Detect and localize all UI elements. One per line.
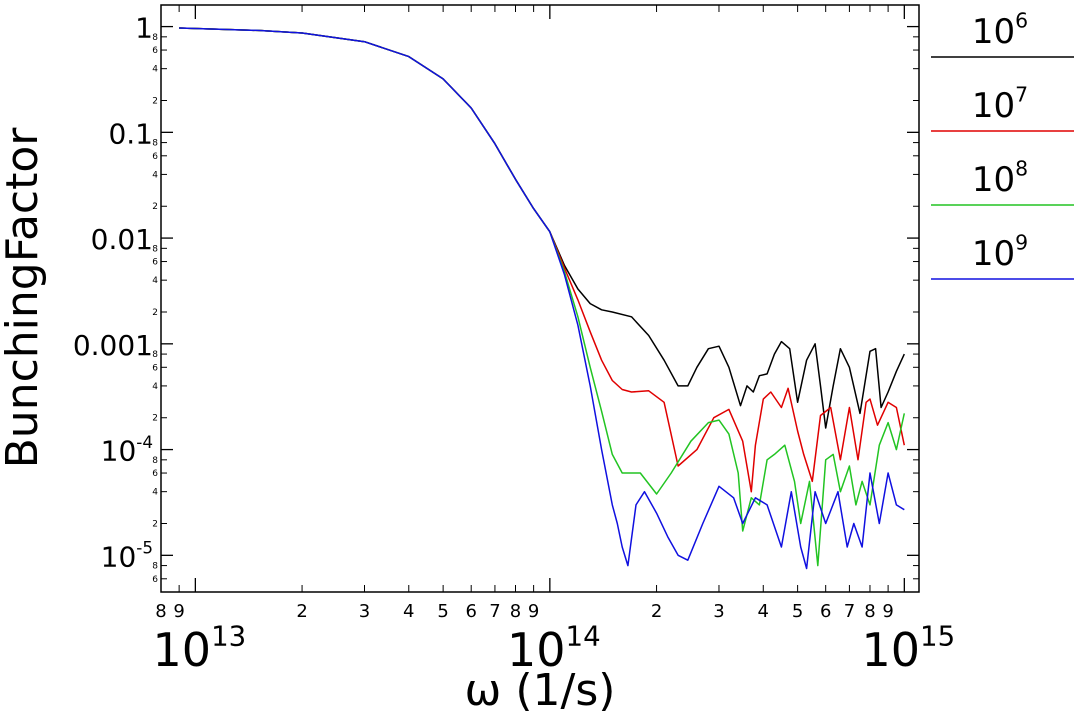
legend-label: 109 xyxy=(972,231,1028,274)
x-tick-label: 1014 xyxy=(507,619,601,677)
x-minor-tick-label: 9 xyxy=(528,601,539,622)
x-minor-tick-label: 8 xyxy=(864,601,875,622)
y-minor-tick-label: 6 xyxy=(152,46,158,56)
y-axis: 1 0.1 0.01 0.001 10-4 10-5 2 4 6 8 2 4 6 8 2 4 6 8 2 4 6 8 2 4 6… xyxy=(73,12,919,585)
series-line-10-9 xyxy=(179,27,905,570)
x-minor-tick-label: 4 xyxy=(758,601,769,622)
y-minor-tick-label: 8 xyxy=(152,350,158,360)
x-minor-tick-label: 3 xyxy=(713,601,724,622)
y-minor-tick-label: 2 xyxy=(152,414,158,424)
y-minor-tick-label: 2 xyxy=(152,97,158,107)
y-minor-tick-label: 4 xyxy=(152,488,158,498)
legend-label: 106 xyxy=(972,9,1028,52)
x-axis-label: ω (1/s) xyxy=(465,665,616,716)
x-minor-tick-label: 9 xyxy=(173,601,184,622)
legend-label: 107 xyxy=(972,83,1028,126)
series-line-10-8 xyxy=(179,27,906,567)
legend: 106 107 108 109 xyxy=(931,9,1074,280)
y-tick-label: 0.001 xyxy=(73,329,153,362)
y-axis-label: BunchingFactor xyxy=(0,127,48,469)
x-minor-tick-label: 3 xyxy=(359,601,370,622)
y-minor-tick-label: 2 xyxy=(152,519,158,529)
plot-frame xyxy=(160,4,920,593)
x-minor-tick-label: 2 xyxy=(296,601,307,622)
y-tick-label: 0.1 xyxy=(108,117,153,150)
x-minor-tick-label: 8 xyxy=(155,601,166,622)
series-line-10-6 xyxy=(179,27,905,429)
y-tick-label: 10-5 xyxy=(101,538,153,574)
series-line-10-7 xyxy=(179,27,906,493)
x-minor-tick-label: 5 xyxy=(792,601,803,622)
y-minor-tick-label: 6 xyxy=(152,575,158,585)
x-minor-tick-label: 6 xyxy=(820,601,831,622)
y-minor-tick-label: 6 xyxy=(152,258,158,268)
x-tick-label: 1013 xyxy=(153,619,247,677)
x-minor-tick-label: 8 xyxy=(510,601,521,622)
y-minor-tick-label: 8 xyxy=(152,139,158,149)
y-tick-label: 0.01 xyxy=(91,223,153,256)
y-minor-tick-label: 4 xyxy=(152,170,158,180)
y-minor-tick-label: 2 xyxy=(152,202,158,212)
x-minor-tick-label: 4 xyxy=(403,601,414,622)
y-minor-tick-label: 2 xyxy=(152,308,158,318)
y-minor-tick-label: 6 xyxy=(152,152,158,162)
legend-label: 108 xyxy=(972,157,1028,200)
y-minor-tick-label: 8 xyxy=(152,244,158,254)
x-minor-tick-label: 6 xyxy=(465,601,476,622)
series-layer xyxy=(179,27,906,570)
y-minor-tick-label: 6 xyxy=(152,469,158,479)
y-minor-tick-label: 6 xyxy=(152,363,158,373)
y-minor-tick-label: 4 xyxy=(152,382,158,392)
y-minor-tick-label: 8 xyxy=(152,33,158,43)
x-minor-tick-label: 7 xyxy=(844,601,855,622)
x-minor-tick-label: 5 xyxy=(437,601,448,622)
y-minor-tick-label: 8 xyxy=(152,456,158,466)
y-tick-label: 10-4 xyxy=(101,432,153,468)
x-minor-tick-label: 7 xyxy=(489,601,500,622)
x-minor-tick-label: 9 xyxy=(882,601,893,622)
y-minor-tick-label: 4 xyxy=(152,65,158,75)
y-minor-tick-label: 4 xyxy=(152,276,158,286)
x-tick-label: 1015 xyxy=(861,619,955,677)
x-minor-tick-label: 2 xyxy=(651,601,662,622)
y-minor-tick-label: 8 xyxy=(152,562,158,572)
y-tick-label: 1 xyxy=(135,12,153,45)
